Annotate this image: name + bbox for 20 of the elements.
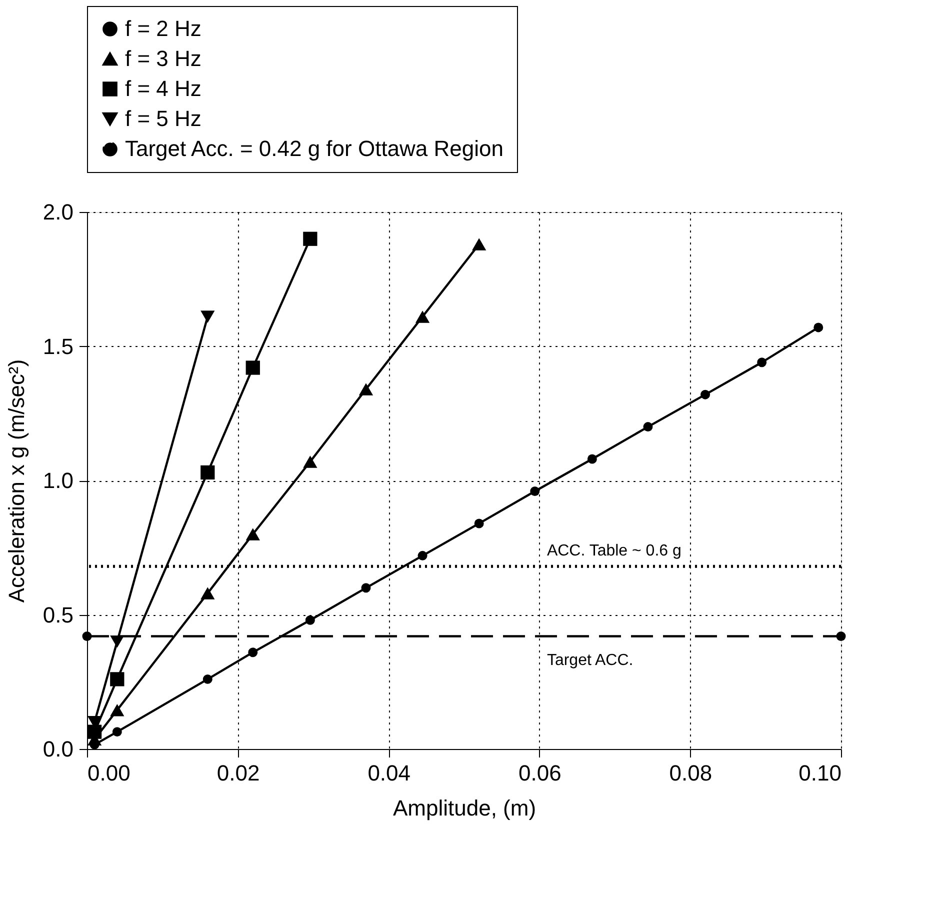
y-tick-label: 0.5 xyxy=(42,602,74,628)
legend-label: f = 3 Hz xyxy=(125,46,202,71)
y-axis-title: Acceleration x g (m/sec²) xyxy=(4,359,29,603)
annotation: Target ACC. xyxy=(546,652,634,670)
y-tick-label: 2.0 xyxy=(42,200,74,224)
x-tick-label: 0.04 xyxy=(368,760,411,786)
x-tick-label: 0.00 xyxy=(88,760,130,786)
x-tick-label: 0.02 xyxy=(216,760,260,786)
x-tick-label: 0.10 xyxy=(798,760,842,786)
y-tick-label: 1.5 xyxy=(42,334,74,359)
legend-label: f = 5 Hz xyxy=(125,106,202,131)
x-axis-title: Amplitude, (m) xyxy=(392,796,536,820)
ref-line-label: ACC. Table ~ 0.6 g xyxy=(546,542,682,560)
legend-label: Target Acc. = 0.42 g for Ottawa Region xyxy=(125,136,504,161)
y-tick-label: 1.0 xyxy=(42,468,74,493)
x-tick-label: 0.06 xyxy=(518,760,562,786)
x-tick-label: 0.08 xyxy=(669,760,712,786)
legend-label: f = 2 Hz xyxy=(125,16,202,41)
legend-label: f = 4 Hz xyxy=(125,76,202,101)
y-tick-label: 0.0 xyxy=(42,736,74,762)
